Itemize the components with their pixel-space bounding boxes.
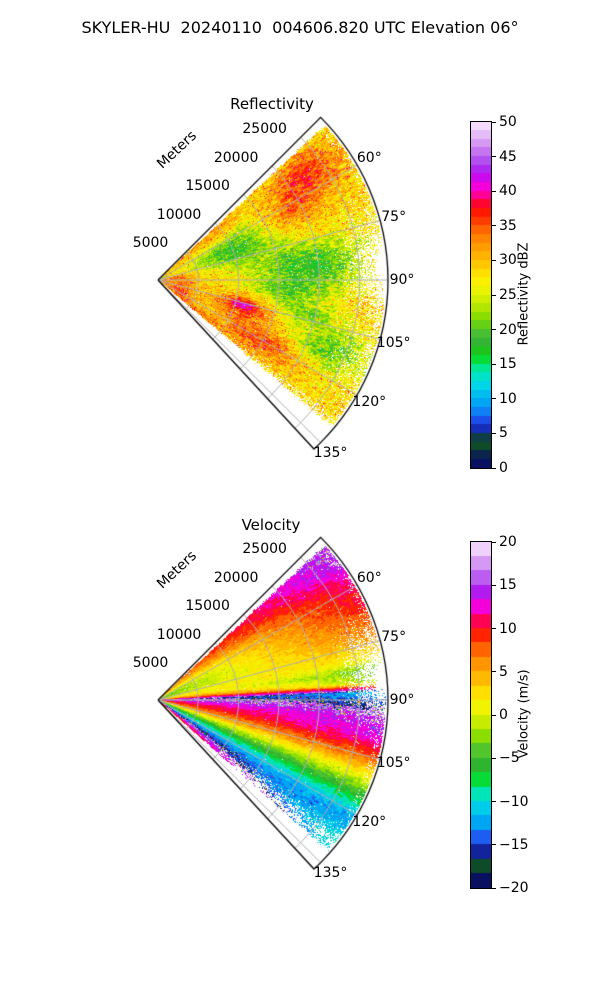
colorbar-tick-label: 5 bbox=[499, 663, 508, 680]
colorbar-tick-label: 50 bbox=[499, 114, 517, 130]
colorbar-tick-label: 15 bbox=[499, 577, 517, 594]
azimuth-tick-label: 75° bbox=[381, 208, 407, 225]
colorbar-tick bbox=[492, 225, 496, 227]
colorbar-tick bbox=[492, 467, 496, 469]
colorbar-tick-label: 10 bbox=[499, 390, 517, 407]
colorbar-tick bbox=[492, 398, 496, 400]
colorbar-tick-label: 30 bbox=[499, 252, 517, 269]
colorbar-tick bbox=[492, 432, 496, 434]
azimuth-tick-label: 120° bbox=[352, 394, 387, 410]
reflectivity-colorbar bbox=[470, 121, 492, 469]
velocity-ppi-canvas bbox=[140, 525, 410, 885]
range-ring-label: 15000 bbox=[185, 598, 230, 615]
colorbar-tick-label: 45 bbox=[499, 148, 517, 165]
colorbar-tick-label: −10 bbox=[499, 793, 529, 810]
colorbar-tick-label: −20 bbox=[499, 880, 529, 896]
range-ring-label: 10000 bbox=[156, 626, 202, 643]
range-ring-label: 25000 bbox=[242, 121, 287, 138]
colorbar-tick bbox=[492, 584, 496, 586]
azimuth-tick-label: 75° bbox=[381, 628, 407, 645]
colorbar-tick-label: 0 bbox=[499, 460, 508, 476]
colorbar-tick bbox=[492, 628, 496, 629]
colorbar-tick-label: 20 bbox=[499, 534, 517, 550]
colorbar-tick bbox=[492, 541, 496, 543]
colorbar-tick bbox=[492, 329, 496, 331]
azimuth-tick-label: 120° bbox=[352, 814, 387, 830]
azimuth-tick-label: 90° bbox=[389, 272, 415, 288]
azimuth-tick-label: 135° bbox=[313, 444, 348, 461]
azimuth-tick-label: 105° bbox=[376, 755, 411, 772]
colorbar-tick-label: 20 bbox=[499, 321, 517, 338]
colorbar-tick-label: −15 bbox=[499, 836, 529, 853]
colorbar-tick-label: 0 bbox=[499, 707, 508, 723]
range-ring-label: 20000 bbox=[213, 149, 259, 166]
figure-title: SKYLER-HU 20240110 004606.820 UTC Elevat… bbox=[81, 18, 519, 37]
range-ring-label: 20000 bbox=[213, 569, 259, 586]
reflectivity-colorbar-label: Reflectivity dBZ bbox=[516, 242, 532, 346]
colorbar-tick bbox=[492, 844, 496, 846]
velocity-colorbar-label: Velocity (m/s) bbox=[516, 669, 532, 759]
colorbar-tick bbox=[492, 156, 496, 158]
colorbar-tick-label: 35 bbox=[499, 217, 517, 234]
colorbar-tick bbox=[492, 190, 496, 192]
velocity-colorbar bbox=[470, 541, 492, 889]
colorbar-tick bbox=[492, 714, 496, 716]
azimuth-tick-label: 60° bbox=[356, 570, 382, 586]
colorbar-tick bbox=[492, 887, 496, 889]
colorbar-tick bbox=[492, 259, 496, 261]
azimuth-tick-label: 135° bbox=[313, 864, 348, 881]
colorbar-tick-label: 40 bbox=[499, 183, 517, 200]
reflectivity-ppi-canvas bbox=[140, 105, 410, 465]
colorbar-tick bbox=[492, 671, 496, 673]
azimuth-tick-label: 105° bbox=[376, 335, 411, 352]
colorbar-tick bbox=[492, 121, 496, 123]
range-ring-label: 10000 bbox=[156, 206, 202, 223]
range-ring-label: 5000 bbox=[132, 655, 169, 672]
colorbar-tick-label: 10 bbox=[499, 620, 517, 637]
colorbar-tick-label: 25 bbox=[499, 287, 517, 303]
colorbar-tick bbox=[492, 801, 496, 802]
colorbar-tick bbox=[492, 363, 496, 365]
range-ring-label: 15000 bbox=[185, 178, 230, 195]
colorbar-tick bbox=[492, 294, 496, 296]
colorbar-tick-label: 5 bbox=[499, 425, 508, 442]
colorbar-tick-label: −5 bbox=[499, 750, 520, 767]
colorbar-tick bbox=[492, 757, 496, 759]
range-ring-label: 5000 bbox=[132, 235, 169, 252]
range-ring-label: 25000 bbox=[242, 541, 287, 558]
azimuth-tick-label: 60° bbox=[356, 150, 382, 166]
azimuth-tick-label: 90° bbox=[389, 692, 415, 708]
colorbar-tick-label: 15 bbox=[499, 356, 517, 373]
